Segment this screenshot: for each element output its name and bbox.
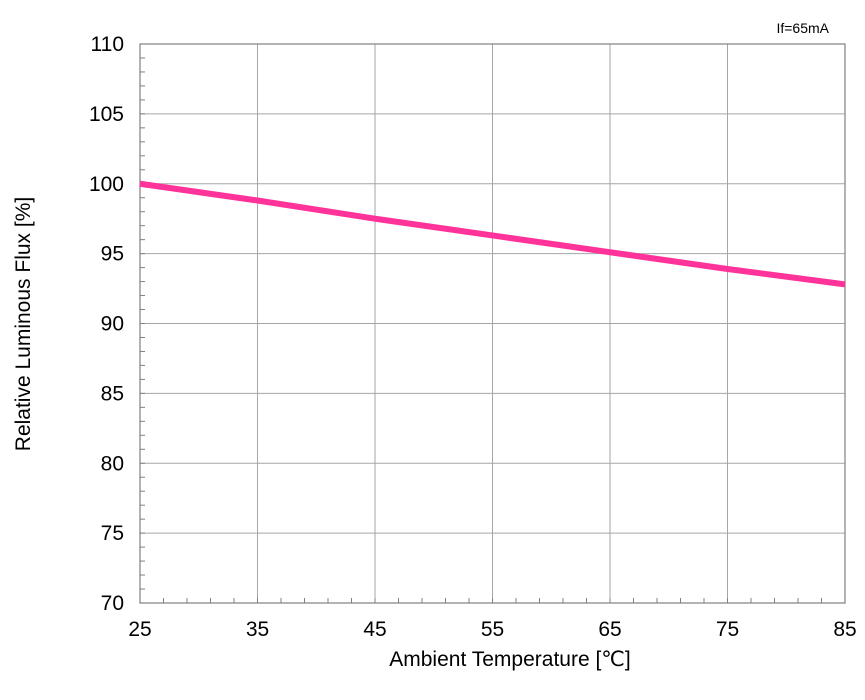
y-tick-label: 70 bbox=[101, 592, 124, 615]
x-tick-label: 25 bbox=[128, 618, 151, 641]
x-tick-label: 35 bbox=[246, 618, 269, 641]
y-tick-labels: 70 75 80 85 90 95 100 105 110 bbox=[89, 33, 124, 615]
x-tick-label: 55 bbox=[481, 618, 504, 641]
y-tick-label: 85 bbox=[101, 382, 124, 405]
x-axis-title: Ambient Temperature [℃] bbox=[389, 648, 630, 671]
y-axis-title: Relative Luminous Flux [%] bbox=[12, 197, 35, 451]
x-tick-label: 65 bbox=[598, 618, 621, 641]
y-tick-label: 100 bbox=[89, 173, 124, 196]
y-tick-label: 110 bbox=[91, 33, 124, 56]
x-tick-label: 75 bbox=[716, 618, 739, 641]
annotation-label: If=65mA bbox=[776, 20, 829, 36]
x-tick-label: 45 bbox=[363, 618, 386, 641]
x-tick-label: 85 bbox=[833, 618, 856, 641]
y-tick-label: 75 bbox=[101, 522, 124, 545]
y-tick-label: 80 bbox=[101, 452, 124, 475]
series-line bbox=[139, 180, 846, 288]
x-tick-labels: 25 35 45 55 65 75 85 bbox=[128, 618, 856, 641]
plot-frame bbox=[139, 43, 846, 604]
y-tick-label: 95 bbox=[101, 243, 124, 266]
y-tick-label: 105 bbox=[89, 103, 124, 126]
y-tick-label: 90 bbox=[101, 313, 124, 336]
series-layer bbox=[139, 180, 846, 288]
